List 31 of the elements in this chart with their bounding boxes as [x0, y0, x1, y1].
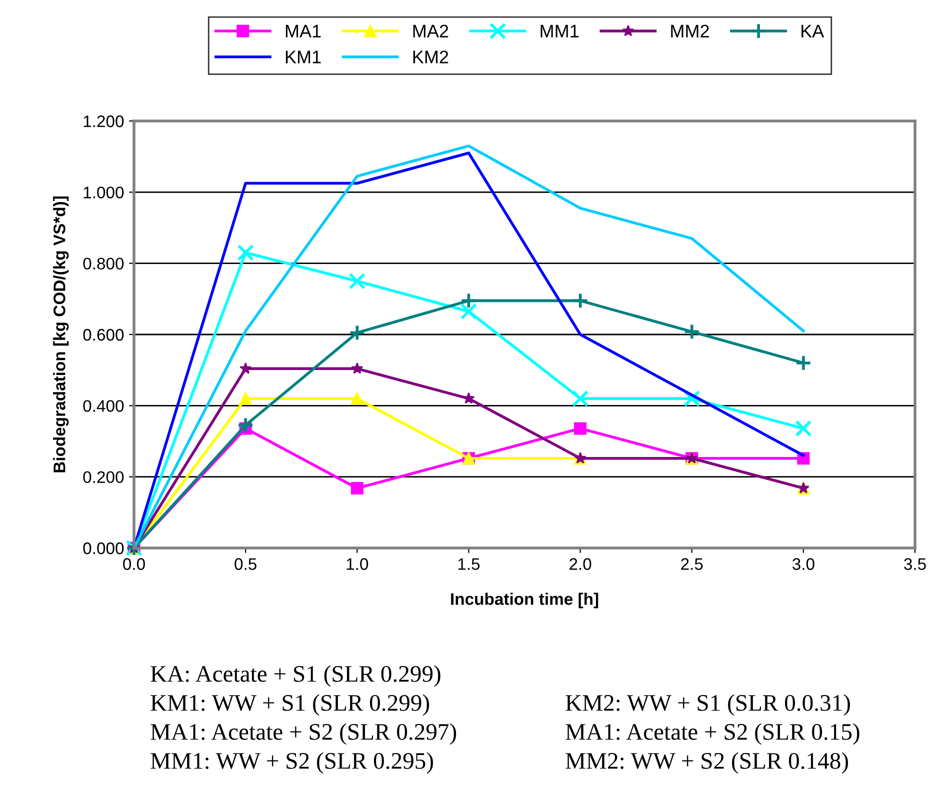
x-tick-label: 2.5 — [681, 558, 703, 570]
legend-label: MA1 — [286, 24, 321, 38]
y-tick-label: 1.200 — [84, 115, 124, 128]
legend-label: KM1 — [286, 50, 321, 64]
x-axis-title: Incubation time [h] — [451, 592, 598, 608]
y-axis-title: Biodegradation [kg COD/(kg VS*d)] — [53, 196, 69, 472]
x-tick-label: 0.0 — [123, 558, 145, 570]
x-tick-label: 3.5 — [904, 558, 926, 570]
y-tick-label: 0.800 — [83, 258, 124, 270]
legend-label: KA — [802, 24, 824, 38]
legend-label: MM1 — [540, 24, 579, 38]
x-tick-label: 3.0 — [792, 558, 814, 570]
y-tick-label: 0.000 — [83, 542, 124, 554]
y-tick-label: 0.400 — [83, 400, 124, 412]
y-tick-label: 1.000 — [84, 186, 124, 198]
x-tick-label: 1.0 — [346, 558, 368, 570]
x-tick-label: 2.0 — [570, 558, 592, 570]
y-tick-label: 0.200 — [83, 471, 124, 484]
legend-label: KM2 — [413, 50, 448, 64]
x-tick-label: 1.5 — [458, 558, 480, 570]
text: KM1: WW + S1 (SLR 0.299) — [150, 694, 430, 716]
text: MM2: WW + S2 (SLR 0.148) — [566, 752, 848, 774]
text: MA1: Acetate + S2 (SLR 0.297) — [150, 723, 456, 745]
text: KA: Acetate + S1 (SLR 0.299) — [150, 665, 440, 687]
text: KM2: WW + S1 (SLR 0.0.31) — [566, 694, 850, 716]
text: MM1: WW + S2 (SLR 0.295) — [150, 752, 433, 774]
legend-label: MA2 — [413, 24, 448, 38]
x-tick-label: 0.5 — [234, 558, 256, 570]
legend-label: MM2 — [671, 24, 709, 38]
text: MA1: Acetate + S2 (SLR 0.15) — [566, 723, 860, 745]
y-tick-label: 0.600 — [83, 328, 124, 341]
